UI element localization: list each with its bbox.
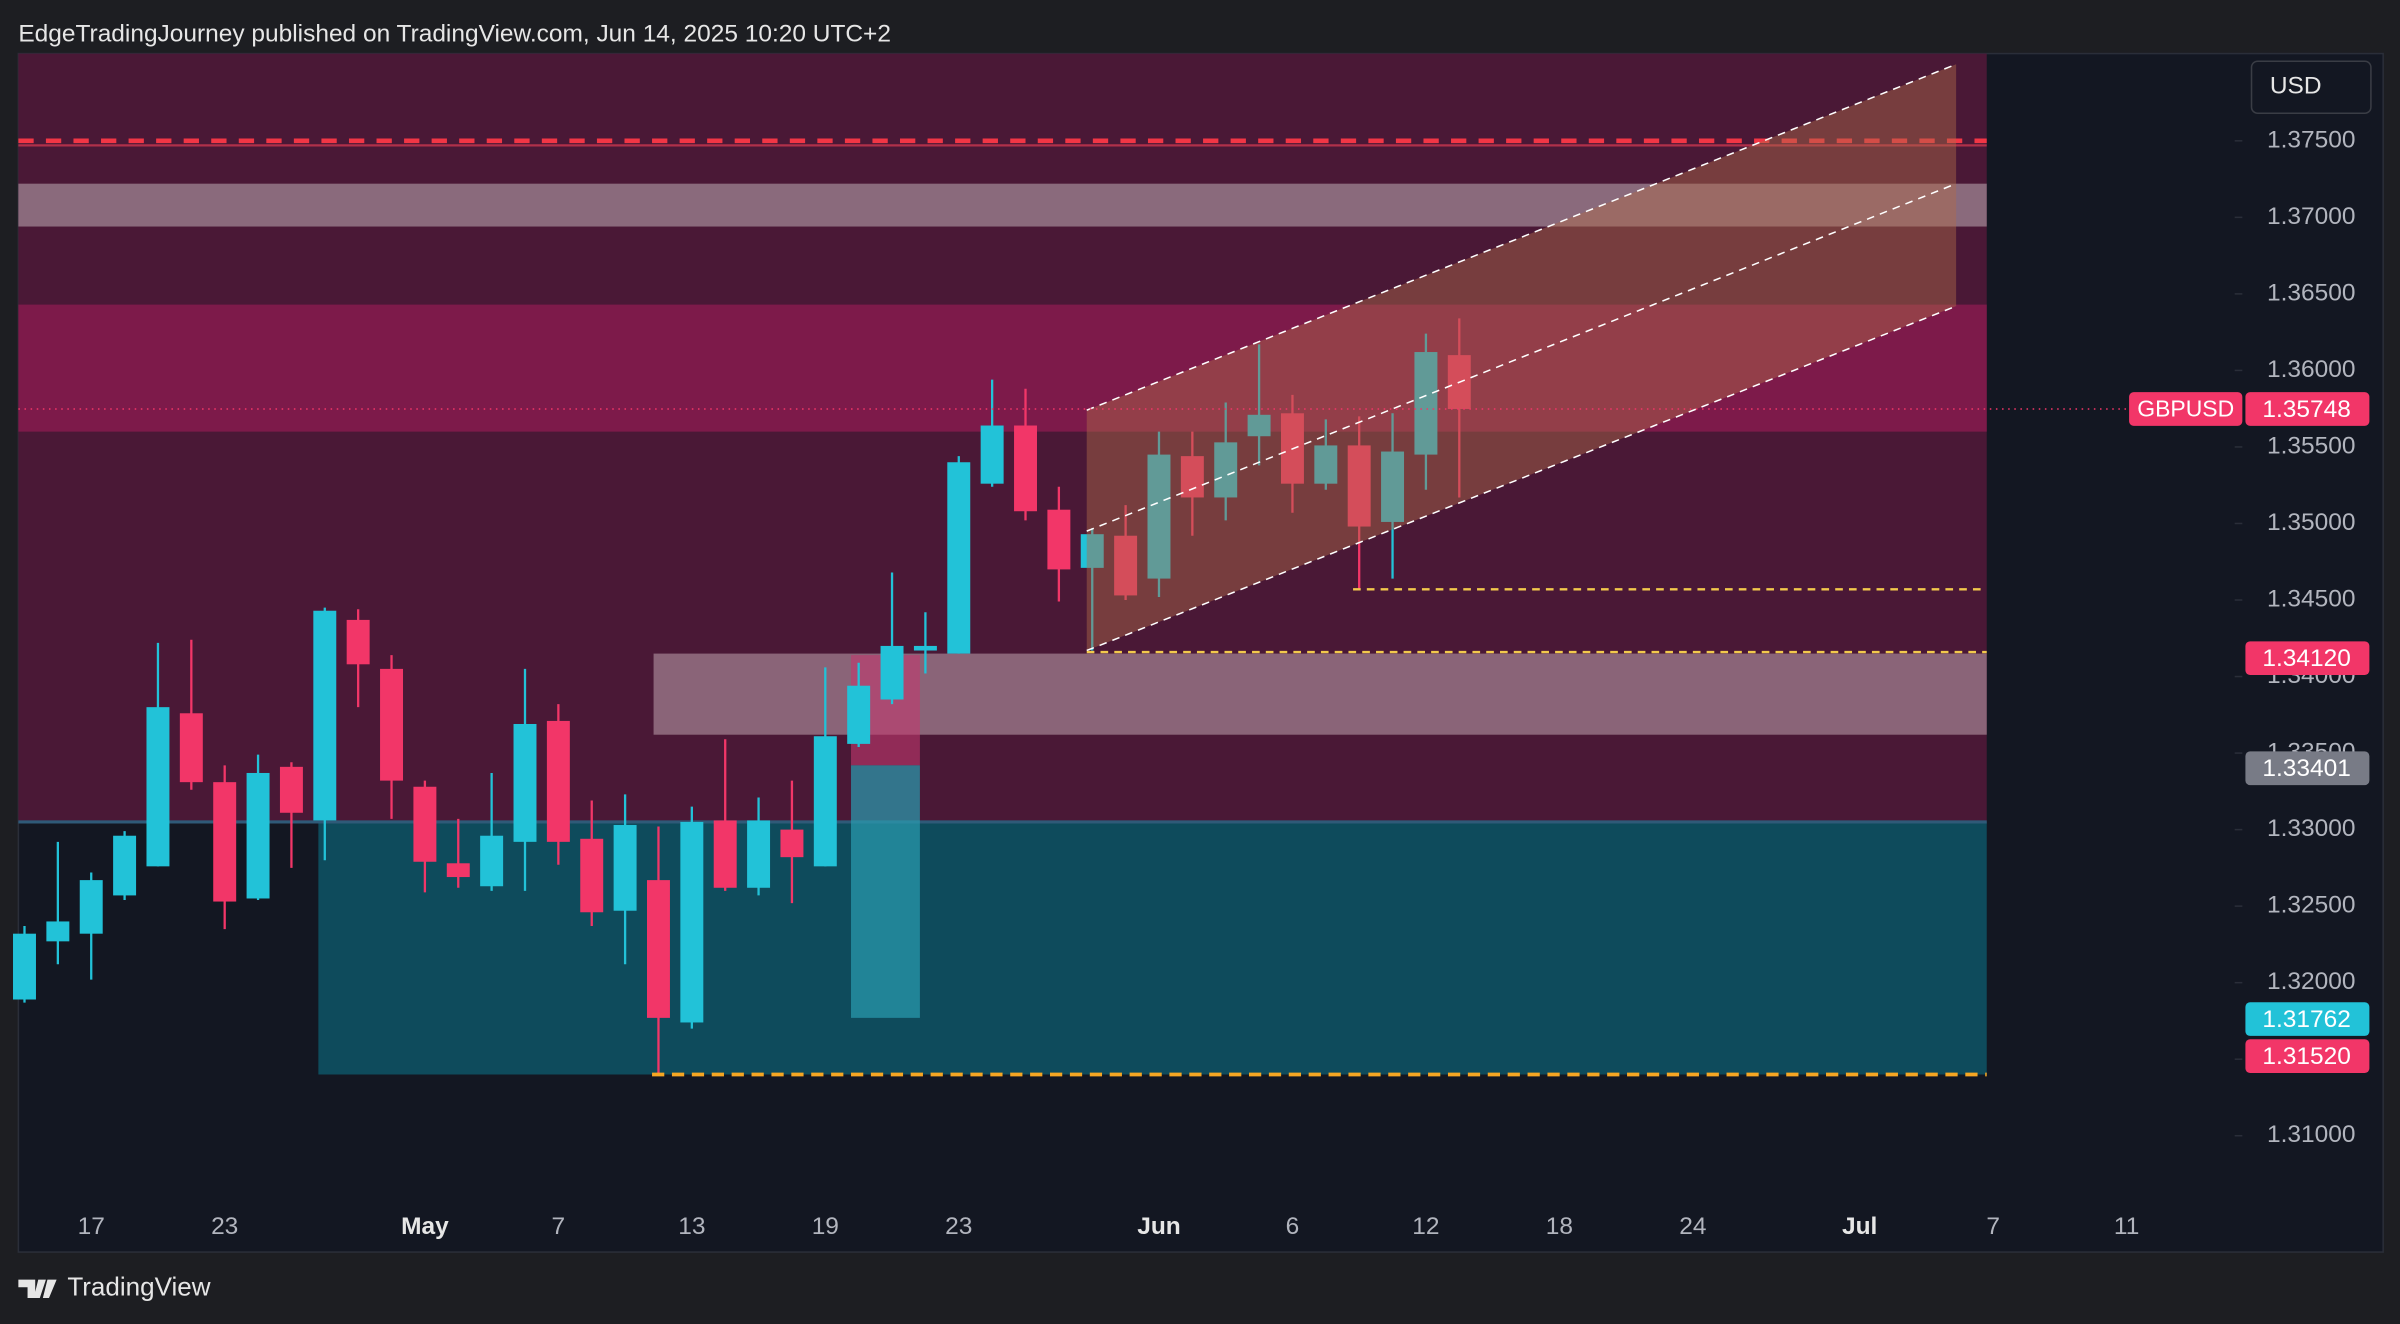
y-tick-label: 1.32500 [2267, 892, 2355, 919]
x-tick-label: 6 [1286, 1213, 1300, 1240]
price-badge-label: 1.31520 [2262, 1043, 2350, 1070]
y-tick-label: 1.37500 [2267, 126, 2355, 153]
candle-body [580, 838, 604, 913]
candle-body [1381, 451, 1405, 522]
drawings [652, 63, 1987, 1077]
x-tick-label: 13 [678, 1213, 705, 1240]
candle-body [413, 786, 437, 862]
candle-body [613, 825, 637, 911]
candle-body [1147, 454, 1171, 579]
x-tick-label: 7 [552, 1213, 566, 1240]
candle-body [1014, 425, 1037, 512]
brand-name: TradingView [67, 1272, 210, 1302]
price-badge-label: 1.34120 [2262, 645, 2350, 672]
y-tick-label: 1.34500 [2267, 585, 2355, 612]
candle-body [79, 880, 103, 934]
symbol-badge [2129, 392, 2243, 426]
y-tick-label: 1.35000 [2267, 509, 2355, 536]
footer: TradingView [18, 1272, 211, 1302]
channel-line [1086, 305, 1957, 652]
brand-logo [18, 1279, 57, 1298]
candle-body [513, 723, 537, 842]
x-tick-label: 12 [1412, 1213, 1439, 1240]
y-tick-label: 1.33000 [2267, 815, 2355, 842]
candle-body [546, 720, 570, 842]
candle-body [213, 782, 237, 902]
light-band [18, 183, 1987, 227]
candle-body [1247, 414, 1271, 437]
candle-body [1080, 534, 1104, 568]
x-tick-label: 7 [1986, 1213, 2000, 1240]
x-tick-label: 11 [2114, 1213, 2139, 1240]
price-badge [2245, 392, 2370, 426]
candle-body [113, 835, 137, 896]
x-tick-label: May [401, 1213, 449, 1240]
price-badge [2245, 641, 2370, 676]
pink-band [18, 304, 1987, 432]
y-tick-label: 1.35500 [2267, 432, 2355, 459]
candle-body [13, 933, 36, 1000]
currency-button-label[interactable]: USD [2270, 73, 2322, 100]
symbol-label: GBPUSD [2137, 396, 2234, 422]
channel [1086, 64, 1957, 651]
candle-body [1114, 535, 1138, 596]
candle-body [1414, 352, 1438, 455]
y-tick-label: 1.36000 [2267, 356, 2355, 383]
candle-body [713, 820, 737, 888]
y-tick-label: 1.32000 [2267, 968, 2355, 995]
candle-body [380, 668, 404, 781]
candle-body [880, 645, 904, 700]
candle-body [947, 462, 971, 654]
demand-zone [318, 821, 1987, 1075]
candle-body [46, 921, 70, 942]
currency-button-frame[interactable] [2250, 60, 2372, 115]
candle-body [813, 736, 837, 867]
y-tick-label: 1.31000 [2267, 1121, 2355, 1148]
x-tick-label: Jun [1137, 1213, 1181, 1240]
x-tick-label: Jul [1842, 1213, 1877, 1240]
candle-body [913, 645, 937, 651]
candle-body [279, 766, 303, 813]
x-tick-label: 23 [211, 1213, 238, 1240]
candle-body [246, 772, 270, 899]
candle-body [1180, 456, 1204, 498]
candle-body [1347, 445, 1371, 527]
candle-body [680, 821, 704, 1023]
publisher-note: EdgeTradingJourney published on TradingV… [18, 21, 891, 48]
candle-body [1214, 442, 1238, 498]
x-tick-label: 24 [1679, 1213, 1706, 1240]
candle-body [1314, 445, 1338, 484]
y-tick-label: 1.37000 [2267, 203, 2355, 230]
x-tick-label: 17 [78, 1213, 105, 1240]
price-badge-label: 1.31762 [2262, 1006, 2350, 1033]
candle-body [313, 610, 337, 821]
x-tick-label: 23 [945, 1213, 972, 1240]
candle-body [480, 835, 504, 887]
price-badge [2245, 751, 2370, 786]
price-badge-label: 1.33401 [2262, 755, 2350, 782]
price-badge-label: 1.35748 [2262, 396, 2350, 423]
price-badge [2245, 1039, 2370, 1073]
candle-body [847, 685, 871, 744]
currency-button[interactable]: USD [2250, 60, 2372, 115]
price-badge [2245, 1002, 2370, 1036]
candle-body [446, 863, 470, 878]
candle-body [646, 880, 670, 1018]
candle-body [980, 425, 1004, 484]
candle-body [346, 619, 370, 665]
channel-line [1086, 63, 1957, 411]
fvg-box [851, 765, 920, 1018]
candle-body [780, 829, 804, 858]
x-tick-label: 19 [812, 1213, 839, 1240]
x-tick-label: 18 [1546, 1213, 1573, 1240]
candle-body [1047, 509, 1071, 570]
candle-body [146, 707, 170, 867]
candles [13, 318, 1471, 1075]
candle-body [747, 820, 771, 888]
y-tick-label: 1.36500 [2267, 279, 2355, 306]
candle-body [179, 713, 203, 783]
channel-line [1086, 182, 1957, 532]
